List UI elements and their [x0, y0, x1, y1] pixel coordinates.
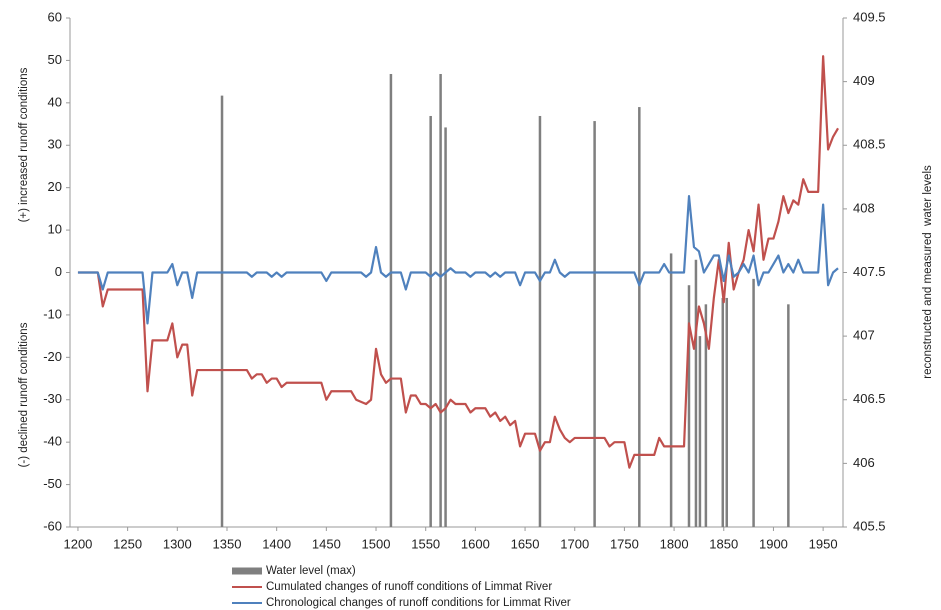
x-tick-label: 1600	[461, 536, 490, 551]
y-tick-label: -40	[43, 434, 62, 449]
y-tick-label: -30	[43, 391, 62, 406]
bar	[694, 259, 698, 527]
bar	[429, 115, 432, 528]
x-tick-label: 1750	[610, 536, 639, 551]
bar	[638, 107, 641, 527]
y-tick-label: 20	[48, 179, 62, 194]
y-tick-label: 60	[48, 9, 62, 24]
bar	[687, 285, 691, 527]
bar	[704, 304, 708, 527]
x-tick-label: 1850	[709, 536, 738, 551]
x-tick-label: 1200	[63, 536, 92, 551]
y-tick-label: -10	[43, 306, 62, 321]
y-title-upper: (+) increased runoff conditions	[18, 67, 30, 222]
legend-swatch	[232, 567, 262, 575]
legend-label: Water level (max)	[266, 565, 356, 577]
legend-label: Chronological changes of runoff conditio…	[266, 597, 571, 609]
x-tick-label: 1500	[362, 536, 391, 551]
bar	[698, 336, 702, 527]
bar	[389, 73, 393, 528]
y-tick-label: 40	[48, 94, 62, 109]
x-tick-label: 1700	[560, 536, 589, 551]
y-tick-label: 30	[48, 137, 62, 152]
bar	[220, 95, 224, 527]
y2-tick-label: 405.5	[853, 518, 886, 533]
bar	[669, 253, 673, 527]
line-series	[77, 195, 839, 325]
y2-title: reconstructed and measured water levels	[922, 165, 934, 379]
line-series	[77, 55, 839, 469]
bar	[593, 121, 596, 527]
bar	[444, 127, 447, 527]
bar	[725, 297, 729, 527]
y-title-lower: (-) declined runoff conditions	[18, 322, 30, 467]
y-tick-label: 0	[55, 264, 62, 279]
x-tick-label: 1650	[511, 536, 540, 551]
x-tick-label: 1250	[113, 536, 142, 551]
bar	[787, 304, 790, 527]
x-tick-label: 1900	[759, 536, 788, 551]
x-tick-label: 1300	[163, 536, 192, 551]
y2-tick-label: 408.5	[853, 137, 886, 152]
y2-tick-label: 408	[853, 200, 875, 215]
bar	[721, 297, 725, 527]
legend-label: Cumulated changes of runoff conditions o…	[266, 581, 552, 593]
bar	[439, 73, 442, 528]
x-tick-label: 1450	[312, 536, 341, 551]
y2-tick-label: 409	[853, 73, 875, 88]
y2-tick-label: 406.5	[853, 391, 886, 406]
y2-tick-label: 409.5	[853, 9, 886, 24]
bar	[752, 278, 755, 527]
x-tick-label: 1400	[262, 536, 291, 551]
y-tick-label: 50	[48, 52, 62, 67]
x-tick-label: 1550	[411, 536, 440, 551]
x-tick-label: 1950	[809, 536, 838, 551]
x-tick-label: 1800	[660, 536, 689, 551]
y-tick-label: -50	[43, 476, 62, 491]
x-tick-label: 1350	[213, 536, 242, 551]
y2-tick-label: 407.5	[853, 264, 886, 279]
y-tick-label: -60	[43, 518, 62, 533]
bar	[538, 115, 542, 528]
y2-tick-label: 407	[853, 328, 875, 343]
y-tick-label: 10	[48, 222, 62, 237]
y-tick-label: -20	[43, 349, 62, 364]
y2-tick-label: 406	[853, 455, 875, 470]
